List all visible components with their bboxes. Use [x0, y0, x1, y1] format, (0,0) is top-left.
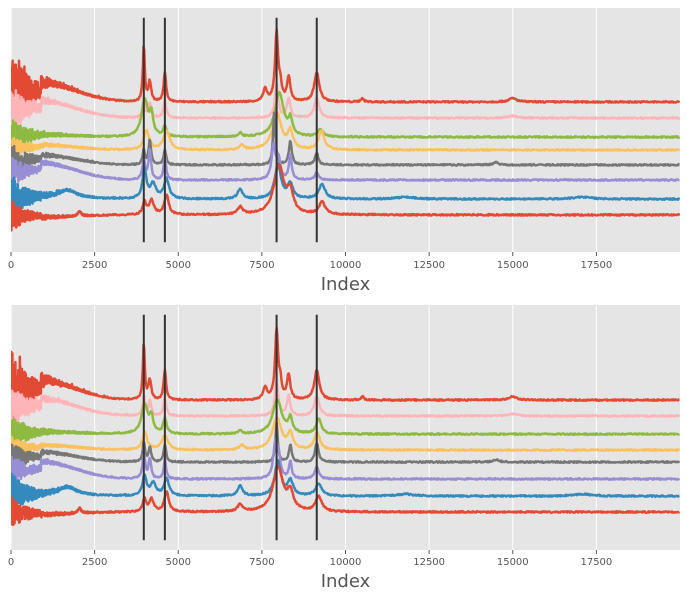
x-tick-label: 2500: [82, 557, 107, 568]
series-line-4: [11, 416, 680, 460]
series-group: [11, 28, 680, 232]
x-tick-label: 7500: [249, 557, 274, 568]
series-line-4: [11, 111, 680, 161]
x-tick-label: 0: [8, 557, 14, 568]
x-tick-label: 2500: [82, 260, 107, 271]
series-line-5: [11, 111, 680, 177]
x-axis-label: Index: [321, 274, 371, 295]
x-tick-label: 10000: [330, 557, 362, 568]
subplot-1: 0 2500 5000 7500 10000 12500 15000 17500 Index: [8, 8, 680, 295]
x-tick-label: 17500: [580, 557, 612, 568]
series-line-2: [11, 82, 680, 132]
series-line-3: [11, 90, 680, 153]
series-line-6: [11, 437, 680, 486]
series-line-8: [11, 163, 680, 232]
x-tick-label: 5000: [166, 260, 191, 271]
series-line-5: [11, 421, 680, 470]
series-line-7: [11, 458, 680, 518]
x-tick-label: 5000: [166, 557, 191, 568]
x-tick-label: 10000: [330, 260, 362, 271]
x-tick-label: 15000: [497, 260, 529, 271]
series-line-1: [11, 28, 680, 138]
series-line-7: [11, 161, 680, 216]
series-line-6: [11, 141, 680, 187]
x-tick-label: 0: [8, 260, 14, 271]
x-tick-label: 7500: [249, 260, 274, 271]
x-tick-label: 12500: [413, 260, 445, 271]
series-line-8: [11, 465, 680, 527]
series-group: [11, 326, 680, 527]
series-line-3: [11, 398, 680, 447]
x-tick-label: 17500: [580, 260, 612, 271]
x-tick-label: 12500: [413, 557, 445, 568]
x-tick-label: 15000: [497, 557, 529, 568]
series-line-1: [11, 326, 680, 428]
subplot-2: 0 2500 5000 7500 10000 12500 15000 17500 Index: [8, 305, 680, 592]
series-line-2: [11, 380, 680, 429]
x-axis-label: Index: [321, 571, 371, 592]
